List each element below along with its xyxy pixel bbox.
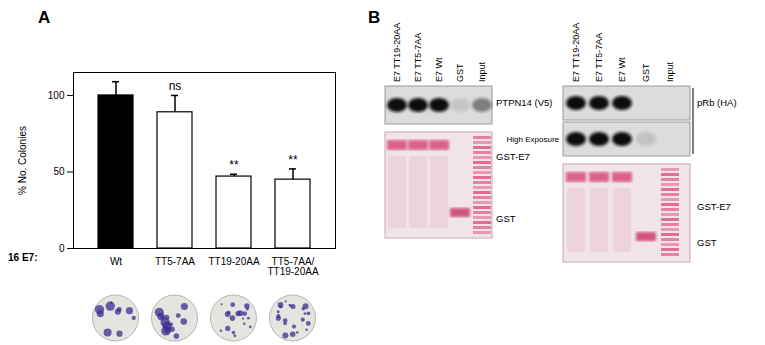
svg-text:Input: Input	[665, 61, 675, 82]
svg-text:Wt: Wt	[110, 256, 122, 267]
svg-text:GST-E7: GST-E7	[496, 151, 530, 162]
svg-text:E7 TT5-7AA: E7 TT5-7AA	[594, 33, 604, 82]
svg-text:E7 Wt: E7 Wt	[434, 57, 444, 82]
svg-text:50: 50	[53, 166, 65, 177]
svg-text:**: **	[229, 158, 239, 172]
html-text:A: A	[38, 8, 51, 27]
svg-text:100: 100	[48, 90, 65, 101]
svg-text:GST: GST	[496, 213, 516, 224]
svg-text:TT19-20AA: TT19-20AA	[208, 256, 259, 267]
svg-text:E7 Wt: E7 Wt	[617, 57, 627, 82]
svg-text:GST: GST	[697, 237, 717, 248]
svg-text:PTPN14 (V5): PTPN14 (V5)	[496, 97, 553, 108]
html-text:B: B	[368, 8, 381, 27]
svg-text:E7 TT19-20AA: E7 TT19-20AA	[571, 23, 581, 82]
svg-text:GST: GST	[641, 63, 651, 82]
svg-text:pRb (HA): pRb (HA)	[697, 97, 737, 108]
svg-text:GST: GST	[455, 63, 465, 82]
svg-text:0: 0	[59, 243, 65, 254]
svg-text:GST-E7: GST-E7	[697, 201, 731, 212]
svg-text:E7 TT19-20AA: E7 TT19-20AA	[392, 23, 402, 82]
html-text:16 E7:: 16 E7:	[8, 252, 38, 263]
svg-text:High Exposure: High Exposure	[507, 135, 560, 144]
svg-text:E7 TT5-7AA: E7 TT5-7AA	[413, 33, 423, 82]
svg-text:TT5-7AA/TT19-20AA: TT5-7AA/TT19-20AA	[267, 256, 318, 277]
svg-text:% No. Colonies: % No. Colonies	[17, 126, 28, 195]
svg-text:TT5-7AA: TT5-7AA	[155, 256, 195, 267]
svg-text:**: **	[288, 153, 298, 167]
svg-text:Input: Input	[477, 61, 487, 82]
svg-text:ns: ns	[169, 79, 182, 93]
